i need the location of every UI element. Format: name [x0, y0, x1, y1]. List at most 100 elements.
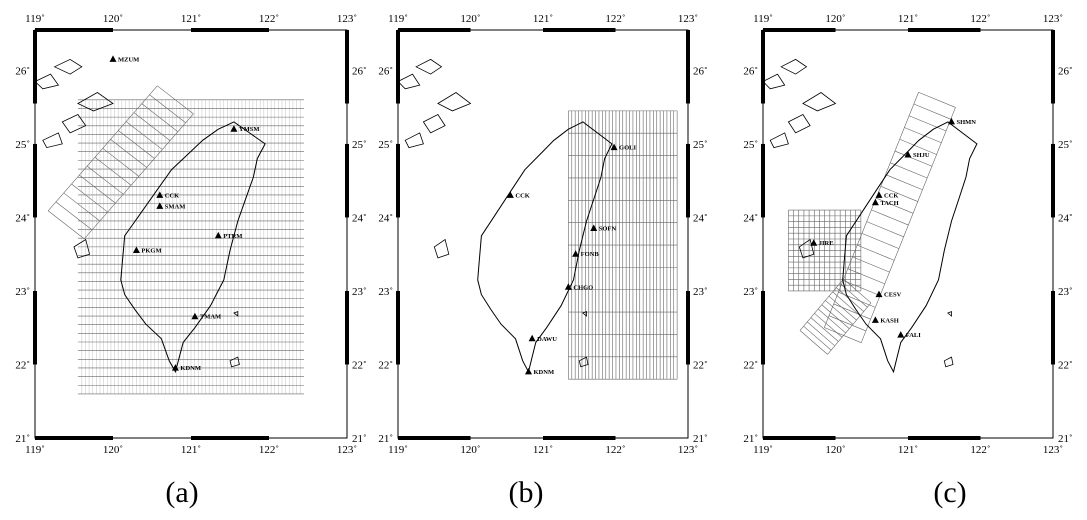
frame-tick-left: [33, 290, 37, 365]
lat-tick-label: 26˚: [693, 65, 708, 77]
frame-tick-right: [1051, 30, 1055, 104]
map-frame: [397, 29, 689, 439]
map-panel-a: 119˚ 119˚ 120˚ 120˚ 121˚ 121˚ 122˚ 122˚ 123˚ 123˚…: [15, 13, 366, 456]
frame-tick-bottom: [908, 436, 981, 440]
frame-tick-left: [761, 143, 765, 218]
station-label: SHJU: [913, 152, 930, 159]
station-marker: [506, 191, 514, 198]
ray-path: [843, 280, 881, 296]
lon-tick-label: 123˚: [1043, 444, 1063, 456]
island-coastline: [61, 113, 87, 134]
frame-tick-top: [908, 28, 981, 32]
frame-tick-top: [35, 28, 113, 32]
ray-path: [810, 317, 839, 342]
station-label: KDNM: [534, 369, 555, 376]
station-marker: [904, 150, 912, 158]
ray-path: [847, 268, 885, 285]
lat-tick-label: 21˚: [352, 433, 367, 445]
ray-path: [94, 156, 132, 186]
ray-path: [79, 174, 116, 204]
ray-path: [63, 192, 101, 222]
ray-path: [828, 315, 867, 332]
ray-path: [817, 308, 846, 334]
lon-tick-label: 121˚: [898, 13, 918, 25]
island-coastline: [578, 356, 589, 368]
lat-tick-label: 26˚: [352, 65, 367, 77]
ray-path: [821, 304, 850, 329]
station-label: KASH: [880, 317, 898, 324]
frame-tick-bottom: [191, 436, 269, 440]
frame-tick-top: [763, 28, 836, 32]
frame-tick-left: [761, 290, 765, 365]
lon-tick-label: 121˚: [533, 444, 553, 456]
ray-path: [824, 327, 862, 343]
caption-c: (c): [933, 476, 967, 509]
lon-tick-label: 122˚: [970, 13, 990, 25]
station-marker: [214, 231, 222, 239]
ray-path: [55, 201, 93, 231]
frame-tick-left: [33, 143, 37, 218]
island-coastline: [42, 132, 63, 149]
station-label: SMAM: [165, 203, 186, 210]
map-frame: [762, 29, 1054, 439]
lat-tick-label: 26˚: [743, 65, 758, 77]
frame-tick-top: [398, 28, 471, 32]
frame-tick-bottom: [543, 436, 616, 440]
ray-path: [857, 244, 895, 261]
lat-tick-label: 22˚: [352, 359, 367, 371]
lat-tick-label: 21˚: [743, 433, 758, 445]
ray-path: [861, 233, 900, 249]
lat-tick-label: 25˚: [15, 139, 30, 151]
ray-path: [799, 278, 844, 331]
frame-tick-right: [1051, 290, 1055, 365]
lon-tick-label: 120˚: [103, 13, 123, 25]
station-label: PKGM: [141, 248, 161, 255]
frame-tick-right: [686, 143, 690, 218]
ray-path: [803, 325, 832, 351]
frame-tick-bottom: [35, 436, 113, 440]
lon-tick-label: 120˚: [460, 444, 480, 456]
frame-tick-right: [686, 290, 690, 365]
lat-tick-label: 21˚: [693, 433, 708, 445]
station-marker: [132, 246, 140, 254]
lat-tick-label: 23˚: [352, 286, 367, 298]
island-coastline: [762, 73, 786, 90]
station-label: KDNM: [180, 365, 201, 372]
station-marker: [156, 202, 164, 209]
lat-tick-label: 23˚: [15, 286, 30, 298]
island-coastline: [769, 132, 789, 149]
frame-tick-left: [396, 143, 400, 218]
station-marker: [564, 283, 572, 290]
frame-tick-bottom: [398, 436, 471, 440]
frame-tick-top: [191, 28, 269, 32]
lat-tick-label: 24˚: [15, 212, 30, 224]
ray-path-grid: [47, 85, 305, 395]
lat-tick-label: 21˚: [15, 433, 30, 445]
coastline: [397, 58, 613, 374]
station-label: JIRE: [819, 240, 834, 247]
ray-path: [885, 174, 923, 191]
island-coastline: [947, 311, 952, 317]
caption-b: (b): [508, 476, 544, 509]
coastline: [34, 58, 266, 374]
lat-tick-label: 26˚: [378, 65, 393, 77]
lat-tick-label: 25˚: [743, 139, 758, 151]
lon-tick-label: 123˚: [678, 13, 698, 25]
island-coastline: [787, 113, 811, 134]
island-coastline: [77, 92, 114, 112]
ray-path: [880, 186, 918, 202]
island-coastline: [34, 73, 60, 90]
island-coastline: [53, 58, 83, 75]
frame-tick-bottom: [763, 436, 836, 440]
ray-path: [828, 295, 857, 321]
lon-tick-label: 119˚: [25, 444, 45, 456]
station-label: CCK: [165, 192, 179, 199]
lat-tick-label: 21˚: [378, 433, 393, 445]
lat-tick-label: 22˚: [743, 359, 758, 371]
ray-path: [110, 139, 147, 168]
lat-tick-label: 24˚: [1058, 212, 1073, 224]
taiwan-coastline: [842, 121, 978, 374]
station-marker: [528, 334, 536, 342]
station-label: FONB: [581, 251, 600, 258]
